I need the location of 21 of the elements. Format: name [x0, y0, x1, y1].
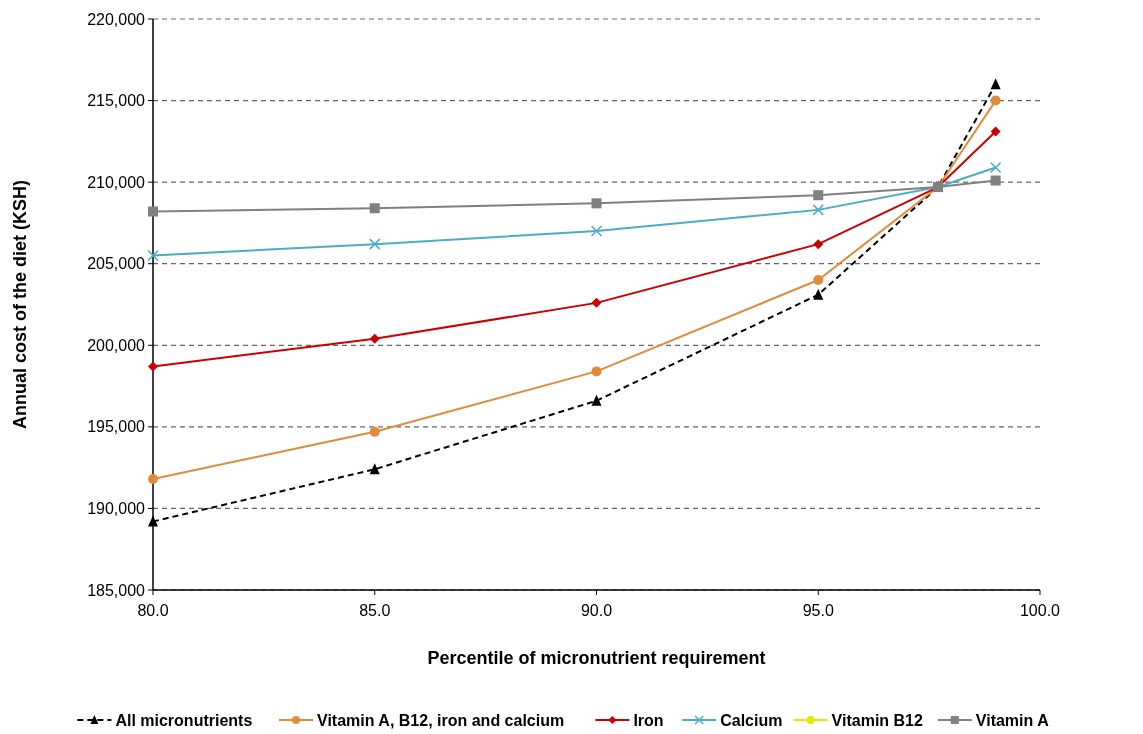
y-tick-label: 190,000	[87, 500, 146, 518]
x-tick-label: 80.0	[137, 602, 169, 619]
x-tick-label: 90.0	[580, 602, 613, 619]
y-tick-label: 185,000	[87, 581, 146, 599]
y-axis-title: Annual cost of the diet (KSH)	[10, 180, 30, 429]
y-tick-label: 210,000	[87, 173, 146, 191]
legend-label: Iron	[633, 711, 664, 729]
y-tick-label: 215,000	[87, 92, 146, 110]
x-axis-title: Percentile of micronutrient requirement	[427, 648, 766, 668]
legend-label: All micronutrients	[115, 711, 253, 729]
legend-label: Vitamin B12	[831, 711, 923, 729]
legend-label: Vitamin A	[975, 711, 1050, 729]
y-tick-label: 205,000	[87, 255, 146, 273]
x-tick-label: 100.0	[1019, 602, 1061, 619]
y-tick-label: 195,000	[87, 418, 146, 436]
y-tick-label: 200,000	[87, 336, 146, 354]
x-tick-label: 95.0	[802, 602, 834, 619]
x-tick-label: 85.0	[359, 602, 391, 619]
legend-label: Vitamin A, B12, iron and calcium	[317, 711, 565, 729]
legend-label: Calcium	[720, 711, 783, 729]
y-tick-label: 220,000	[87, 10, 146, 28]
